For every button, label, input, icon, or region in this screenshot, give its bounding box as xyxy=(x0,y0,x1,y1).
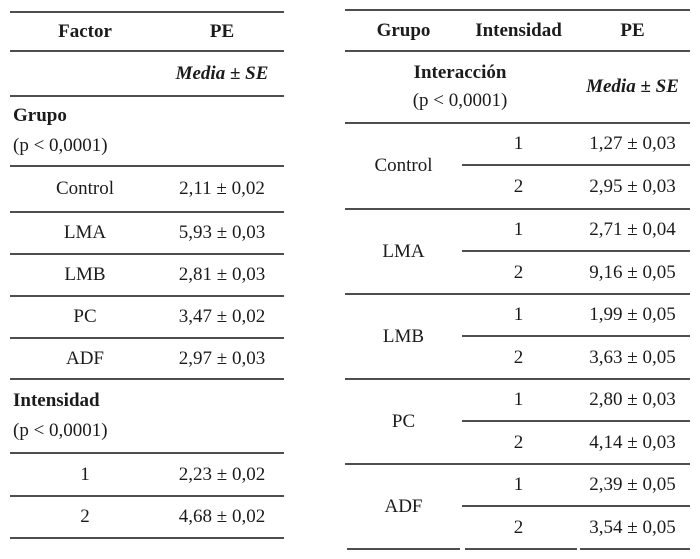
pe-value-cell: 9,16 ± 0,05 xyxy=(589,261,676,283)
intensity-cell: 1 xyxy=(513,474,524,495)
pe-value-cell: 2,81 ± 0,03 xyxy=(178,264,266,285)
intensity-cell: 1 xyxy=(513,133,524,154)
pe-value-cell: 4,68 ± 0,02 xyxy=(178,506,266,527)
pe-value-cell: 2,95 ± 0,03 xyxy=(589,175,676,197)
main-effects-table: Factor PE Media ± SE Grupo (p < 0,0001) … xyxy=(10,11,284,539)
intensity-cell: 1 xyxy=(513,304,524,325)
group-name-cell: ADF xyxy=(384,495,423,517)
table-row: 2 3,54 ± 0,05 xyxy=(462,507,690,548)
media-se-label: Media ± SE xyxy=(175,62,269,84)
table-row: LMA 5,93 ± 0,03 xyxy=(10,213,284,255)
grupo-column-header: Grupo xyxy=(376,19,431,41)
pe-value-cell: 2,23 ± 0,02 xyxy=(178,463,266,485)
intensidad-column-header: Intensidad xyxy=(475,19,562,41)
group-block-lma: LMA 1 2,71 ± 0,04 2 9,16 ± 0,05 xyxy=(345,210,690,295)
table-row: 1 2,80 ± 0,03 xyxy=(462,380,690,422)
bottom-border-segment xyxy=(347,548,460,550)
grupo-section-row: Grupo (p < 0,0001) xyxy=(10,97,284,167)
table-row: 1 2,23 ± 0,02 xyxy=(10,454,284,497)
table-row: Control 2,11 ± 0,02 xyxy=(10,167,284,213)
factor-cell: PC xyxy=(73,306,97,327)
table-row: 2 2,95 ± 0,03 xyxy=(462,166,690,207)
group-name-cell: PC xyxy=(391,410,416,432)
table-row: 1 2,39 ± 0,05 xyxy=(462,465,690,507)
group-name-cell: LMB xyxy=(382,325,425,347)
table-header-row: Grupo Intensidad PE xyxy=(345,11,690,52)
interaction-subheader-row: Interacción (p < 0,0001) Media ± SE xyxy=(345,52,690,124)
group-name-cell: LMA xyxy=(382,240,425,262)
interaction-title: Interacción xyxy=(413,62,507,83)
intensity-cell: 2 xyxy=(513,261,524,283)
pe-column-header: PE xyxy=(209,20,235,42)
group-block-control: Control 1 1,27 ± 0,03 2 2,95 ± 0,03 xyxy=(345,124,690,210)
factor-cell: ADF xyxy=(65,347,104,369)
pe-value-cell: 3,47 ± 0,02 xyxy=(178,306,266,327)
group-block-lmb: LMB 1 1,99 ± 0,05 2 3,63 ± 0,05 xyxy=(345,295,690,380)
table-row: 2 3,63 ± 0,05 xyxy=(462,337,690,378)
intensity-cell: 2 xyxy=(513,346,524,368)
interaction-pvalue: (p < 0,0001) xyxy=(412,90,508,111)
pe-value-cell: 1,27 ± 0,03 xyxy=(589,133,676,154)
intensidad-section-title: Intensidad xyxy=(13,390,100,411)
interaction-label-cell: Interacción (p < 0,0001) xyxy=(345,59,575,115)
pe-value-cell: 2,71 ± 0,04 xyxy=(589,219,676,240)
bottom-border-segment xyxy=(580,548,690,550)
pe-column-header: PE xyxy=(620,19,645,41)
table-row: 1 2,71 ± 0,04 xyxy=(462,210,690,252)
intensity-cell: 2 xyxy=(513,431,524,453)
table-row: 1 1,99 ± 0,05 xyxy=(462,295,690,337)
pe-value-cell: 2,97 ± 0,03 xyxy=(178,347,266,369)
group-name-cell: Control xyxy=(374,155,433,176)
group-block-adf: ADF 1 2,39 ± 0,05 2 3,54 ± 0,05 xyxy=(345,465,690,550)
table-row: PC 3,47 ± 0,02 xyxy=(10,297,284,339)
intensity-cell: 1 xyxy=(513,389,524,410)
table-row: LMB 2,81 ± 0,03 xyxy=(10,255,284,297)
pe-value-cell: 2,80 ± 0,03 xyxy=(589,389,676,410)
factor-cell: Control xyxy=(55,178,115,199)
intensity-cell: 1 xyxy=(513,219,524,240)
table-header-row: Factor PE xyxy=(10,13,284,52)
factor-cell: 2 xyxy=(80,506,90,527)
pe-value-cell: 4,14 ± 0,03 xyxy=(589,431,676,453)
factor-cell: LMB xyxy=(64,264,106,285)
pe-value-cell: 2,11 ± 0,02 xyxy=(179,178,265,199)
bottom-border-segment xyxy=(465,548,577,550)
intensidad-section-row: Intensidad (p < 0,0001) xyxy=(10,380,284,454)
interaction-table: Grupo Intensidad PE Interacción (p < 0,0… xyxy=(345,9,690,550)
pe-value-cell: 1,99 ± 0,05 xyxy=(589,304,676,325)
intensidad-pvalue: (p < 0,0001) xyxy=(13,420,108,441)
intensity-cell: 2 xyxy=(513,516,524,538)
media-se-label: Media ± SE xyxy=(586,76,679,97)
grupo-pvalue: (p < 0,0001) xyxy=(13,135,108,156)
factor-column-header: Factor xyxy=(58,20,112,42)
grupo-section-title: Grupo xyxy=(13,105,67,126)
table-bottom-border xyxy=(345,548,690,550)
table-row: 1 1,27 ± 0,03 xyxy=(462,124,690,166)
intensity-cell: 2 xyxy=(513,175,524,197)
group-block-pc: PC 1 2,80 ± 0,03 2 4,14 ± 0,03 xyxy=(345,380,690,465)
table-row: 2 9,16 ± 0,05 xyxy=(462,252,690,293)
table-row: ADF 2,97 ± 0,03 xyxy=(10,339,284,380)
factor-cell: LMA xyxy=(63,222,107,243)
pe-value-cell: 5,93 ± 0,03 xyxy=(178,222,266,243)
table-row: 2 4,68 ± 0,02 xyxy=(10,497,284,539)
pe-value-cell: 3,63 ± 0,05 xyxy=(589,346,676,368)
subheader-row: Media ± SE xyxy=(10,52,284,97)
pe-value-cell: 2,39 ± 0,05 xyxy=(589,474,676,495)
pe-value-cell: 3,54 ± 0,05 xyxy=(589,516,676,538)
factor-cell: 1 xyxy=(80,463,90,485)
table-row: 2 4,14 ± 0,03 xyxy=(462,422,690,463)
